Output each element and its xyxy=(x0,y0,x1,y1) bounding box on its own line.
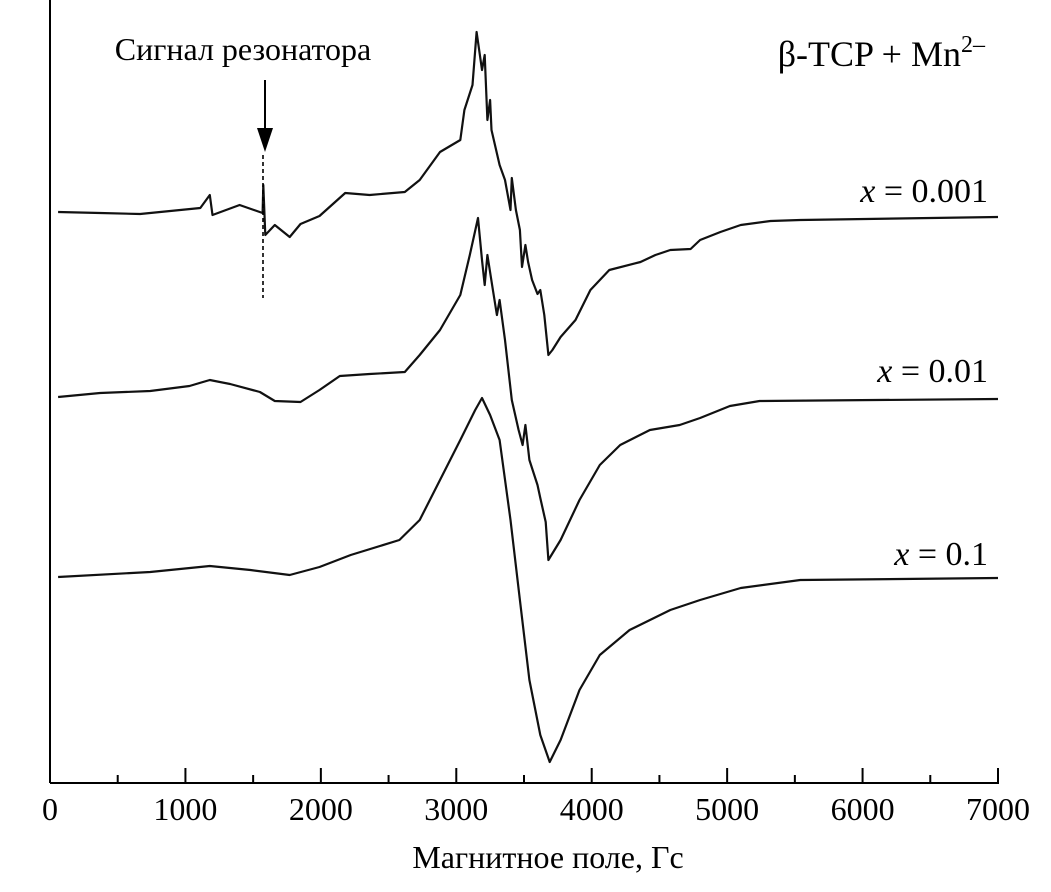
chart-title-main: β-TCP + Mn xyxy=(778,34,961,74)
series-label-0001: x = 0.001 xyxy=(859,173,988,210)
x-tick-label: 2000 xyxy=(289,791,353,827)
series-label-01: x = 0.1 xyxy=(893,536,988,573)
x-ticks: 0 1000 2000 3000 4000 5000 6000 7000 xyxy=(42,768,1030,827)
x-tick-label: 0 xyxy=(42,791,58,827)
x-tick-label: 6000 xyxy=(831,791,895,827)
x-tick-label: 3000 xyxy=(424,791,488,827)
series-line-2 xyxy=(58,396,999,764)
arrow-down-icon xyxy=(257,80,273,152)
x-tick-label: 1000 xyxy=(153,791,217,827)
resonator-signal-label: Сигнал резонатора xyxy=(115,31,371,67)
axes xyxy=(49,0,999,784)
series-line-0 xyxy=(58,30,999,357)
chart-title-sup: 2– xyxy=(961,32,986,58)
x-tick-label: 7000 xyxy=(966,791,1030,827)
x-tick-label: 5000 xyxy=(695,791,759,827)
curves xyxy=(57,30,999,764)
chart-title: β-TCP + Mn2– xyxy=(778,32,986,74)
x-tick-label: 4000 xyxy=(560,791,624,827)
x-axis-title: Магнитное поле, Гс xyxy=(412,839,683,875)
series-label-001: x = 0.01 xyxy=(876,353,988,390)
series-line-1 xyxy=(57,216,999,562)
